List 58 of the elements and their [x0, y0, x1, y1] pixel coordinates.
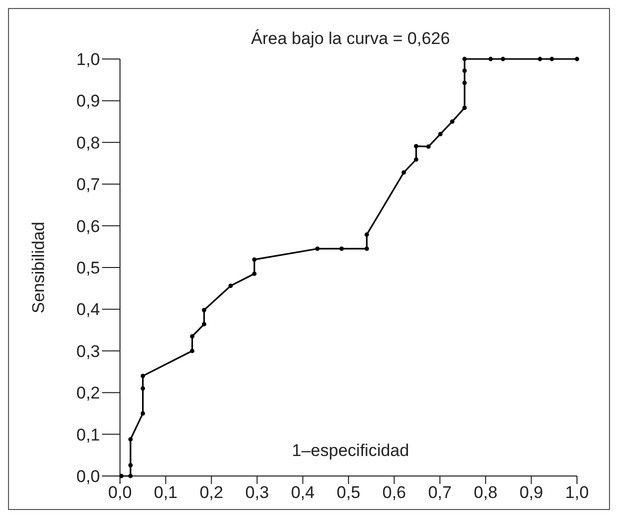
point [426, 144, 431, 149]
point [364, 232, 369, 237]
point [202, 308, 206, 312]
point [190, 348, 194, 354]
point [462, 80, 467, 85]
point [190, 334, 194, 339]
point [364, 246, 369, 251]
point [402, 170, 406, 175]
point [140, 386, 146, 391]
y-tick-label: 0,3 [76, 342, 100, 361]
x-tick-label: 0,7 [428, 483, 452, 502]
point [462, 68, 467, 73]
point [119, 474, 124, 478]
point [574, 56, 580, 62]
point [140, 374, 146, 378]
point [128, 437, 133, 442]
point [202, 322, 206, 326]
y-tick-label: 0,4 [76, 300, 100, 320]
x-tick-label: 0,1 [154, 483, 178, 502]
x-tick-label: 0,4 [290, 483, 315, 502]
point [462, 106, 467, 110]
point [228, 284, 233, 288]
x-tick-label: 0,2 [200, 483, 224, 502]
x-tick-label: 0,0 [108, 483, 132, 502]
x-tick-label: 0,5 [336, 483, 360, 502]
y-tick-label: 0,6 [76, 216, 100, 236]
y-axis-title: Sensibilidad [29, 222, 48, 314]
point [315, 246, 320, 251]
point [339, 246, 344, 251]
point [438, 132, 443, 136]
point [450, 119, 454, 124]
x-tick-label: 1,0 [565, 483, 589, 502]
point [128, 462, 133, 468]
point [462, 56, 467, 62]
x-axis-title: 1–especificidad [290, 441, 410, 461]
chart-title: Área bajo la curva = 0,626 [250, 29, 451, 49]
point [550, 56, 554, 62]
y-tick-label: 0,5 [76, 258, 100, 278]
point [500, 56, 506, 62]
point [128, 474, 133, 478]
point [252, 272, 257, 276]
x-tick-label: 0,9 [519, 483, 544, 502]
point [414, 144, 418, 148]
y-tick-label: 0,0 [76, 467, 100, 486]
y-tick-label: 0,8 [76, 133, 100, 152]
x-tick-label: 0,6 [382, 483, 406, 502]
y-tick-label: 1,0 [76, 50, 100, 70]
y-tick-label: 0,2 [76, 384, 100, 403]
point [538, 56, 542, 62]
point [414, 157, 418, 162]
y-tick-label: 0,1 [76, 425, 100, 444]
point [252, 257, 257, 262]
y-tick-label: 0,9 [76, 92, 100, 111]
y-tick-label: 0,7 [76, 175, 100, 194]
point [140, 411, 146, 416]
x-tick-label: 0,8 [474, 483, 498, 502]
x-tick-label: 0,3 [245, 483, 269, 502]
point [488, 56, 493, 62]
